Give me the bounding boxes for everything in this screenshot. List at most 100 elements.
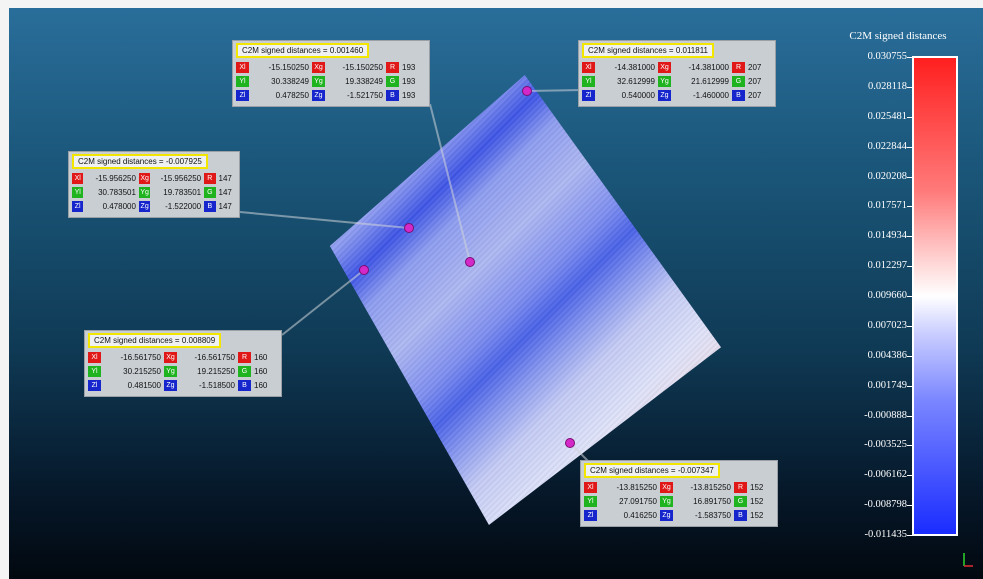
value-g: 152 [750, 496, 764, 506]
scale-tick-mark [907, 296, 912, 297]
scale-tick-label: -0.000888 [864, 409, 907, 421]
value-r: 193 [402, 62, 416, 72]
tag-yl: Yl [72, 186, 84, 198]
tag-b: B [204, 200, 216, 212]
tag-xl: Xl [582, 61, 595, 73]
label-row-z: Zl 0.540000 Zg -1.460000 B 207 [582, 89, 772, 101]
value-yg: 16.891750 [693, 496, 731, 506]
picked-point-1[interactable] [465, 257, 475, 267]
picked-point-5[interactable] [565, 438, 575, 448]
scale-tick-label: 0.022844 [867, 140, 907, 152]
tag-zl: Zl [72, 200, 84, 212]
scale-tick-label: 0.017571 [867, 200, 907, 212]
tag-yg: Yg [658, 75, 671, 87]
picked-point-3[interactable] [404, 223, 414, 233]
tag-zl: Zl [236, 89, 249, 101]
tag-xg: Xg [312, 61, 325, 73]
value-yl: 30.215250 [123, 366, 161, 376]
picked-point-2[interactable] [522, 86, 532, 96]
tag-yl: Yl [582, 75, 595, 87]
tag-yg: Yg [164, 365, 177, 377]
tag-xg: Xg [660, 481, 673, 493]
label-row-x: Xl -13.815250 Xg -13.815250 R 152 [584, 481, 774, 493]
value-zg: -1.583750 [694, 510, 731, 520]
tag-xl: Xl [72, 172, 84, 184]
scale-title: C2M signed distances [849, 30, 947, 42]
point-label-2[interactable]: C2M signed distances = 0.011811 Xl -14.38… [578, 40, 776, 107]
value-xl: -15.956250 [95, 173, 136, 183]
tag-zl: Zl [582, 89, 595, 101]
picked-point-4[interactable] [359, 265, 369, 275]
label-row-x: Xl -15.150250 Xg -15.150250 R 193 [236, 61, 426, 73]
label-title: C2M signed distances = -0.007347 [584, 463, 720, 478]
scale-tick-mark [907, 445, 912, 447]
tag-yl: Yl [584, 495, 597, 507]
scale-tick-mark [907, 355, 912, 357]
tag-zg: Zg [312, 89, 325, 101]
value-b: 152 [750, 510, 764, 520]
scale-tick-label: -0.008798 [864, 499, 907, 511]
tag-xg: Xg [658, 61, 671, 73]
color-scale-bar [912, 56, 958, 536]
value-yg: 19.215250 [197, 366, 235, 376]
tag-zl: Zl [584, 509, 597, 521]
scale-tick-label: 0.025481 [867, 110, 907, 122]
scale-tick-label: 0.004386 [867, 349, 907, 361]
value-b: 160 [254, 380, 268, 390]
scale-tick-label: -0.003525 [864, 439, 907, 451]
value-g: 193 [402, 76, 416, 86]
window-top-edge [0, 0, 983, 8]
scale-tick-mark [907, 116, 912, 118]
tag-xl: Xl [584, 481, 597, 493]
value-g: 147 [218, 187, 232, 197]
tag-yl: Yl [88, 365, 101, 377]
value-yg: 19.783501 [163, 187, 202, 197]
tag-b: B [238, 379, 251, 391]
value-xl: -16.561750 [120, 352, 161, 362]
point-label-5[interactable]: C2M signed distances = -0.007347 Xl -13.8… [580, 460, 778, 527]
point-label-4[interactable]: C2M signed distances = 0.008809 Xl -16.56… [84, 330, 282, 397]
tag-b: B [734, 509, 747, 521]
tag-yg: Yg [660, 495, 673, 507]
scale-tick-mark [907, 206, 912, 208]
scale-tick-label: 0.007023 [867, 319, 907, 331]
scale-tick-label: 0.014934 [867, 230, 907, 242]
point-label-3[interactable]: C2M signed distances = -0.007925 Xl -15.9… [68, 151, 240, 218]
value-yl: 30.338249 [271, 76, 309, 86]
point-cloud[interactable] [329, 75, 721, 525]
value-yg: 21.612999 [691, 76, 729, 86]
value-xg: -13.815250 [690, 482, 731, 492]
label-row-x: Xl -15.956250 Xg -15.956250 R 147 [72, 172, 236, 184]
tag-r: R [734, 481, 747, 493]
scale-tick-label: 0.012297 [867, 260, 907, 272]
tag-yg: Yg [138, 186, 151, 198]
value-xg: -16.561750 [194, 352, 235, 362]
value-zl: 0.478250 [275, 90, 309, 100]
value-b: 147 [218, 201, 232, 211]
label-row-y: Yl 30.783501 Yg 19.783501 G 147 [72, 186, 236, 198]
scale-tick-label: 0.030755 [867, 51, 907, 62]
point-label-1[interactable]: C2M signed distances = 0.001460 Xl -15.15… [232, 40, 430, 107]
label-row-x: Xl -16.561750 Xg -16.561750 R 160 [88, 351, 278, 363]
tag-xl: Xl [236, 61, 249, 73]
value-yl: 32.612999 [617, 76, 655, 86]
scale-tick-label: -0.006162 [864, 469, 907, 481]
label-row-y: Yl 27.091750 Yg 16.891750 G 152 [584, 495, 774, 507]
value-zl: 0.416250 [623, 510, 657, 520]
window-left-edge [0, 0, 9, 579]
tag-g: G [204, 186, 216, 198]
value-yl: 27.091750 [619, 496, 657, 506]
tag-zg: Zg [660, 509, 673, 521]
value-g: 207 [748, 76, 762, 86]
tag-g: G [386, 75, 399, 87]
value-b: 207 [748, 90, 762, 100]
scale-tick-mark [907, 415, 912, 417]
value-yl: 30.783501 [98, 187, 136, 197]
tag-r: R [204, 172, 216, 184]
tag-xg: Xg [164, 351, 177, 363]
tag-r: R [732, 61, 745, 73]
value-r: 160 [254, 352, 268, 362]
tag-yg: Yg [312, 75, 325, 87]
scale-tick-mark [907, 505, 912, 507]
